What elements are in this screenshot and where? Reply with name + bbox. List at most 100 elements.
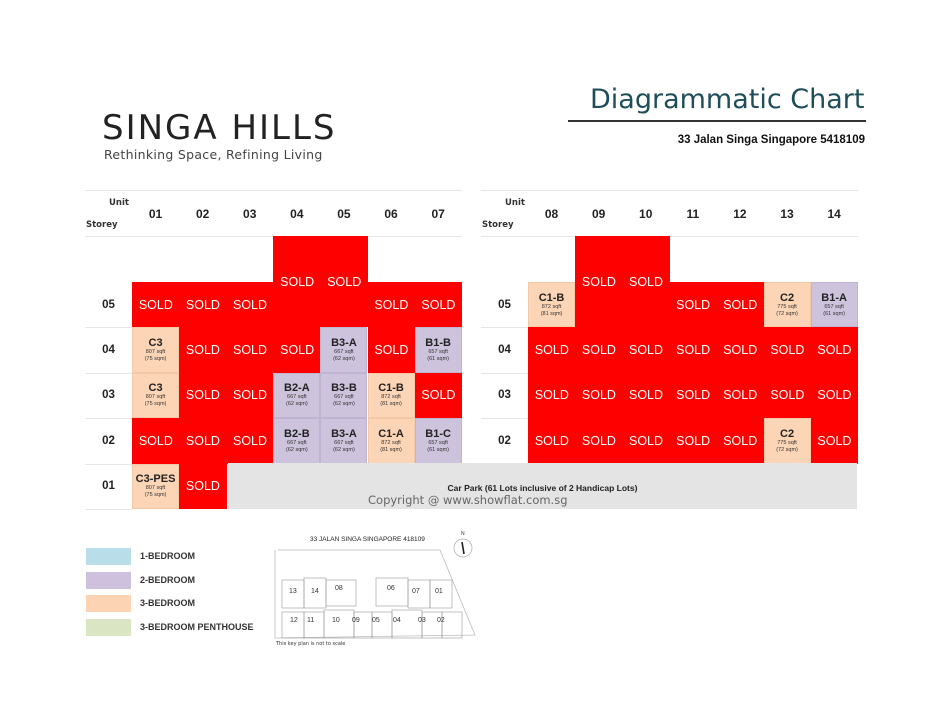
sold-label: SOLD [723,388,758,403]
unit-cell-03-02[interactable]: SOLD [179,372,227,419]
unit-cell-05-08[interactable]: C1-B 872 sqft (81 sqm) [528,282,576,328]
unit-cell-04-04[interactable]: SOLD [273,327,321,373]
unit-cell-05-03[interactable]: SOLD [226,282,274,328]
unit-cell-03-11[interactable]: SOLD [669,372,717,419]
unit-cell-05-04[interactable]: SOLD [273,236,321,328]
unit-cell-01-02[interactable]: SOLD [179,463,227,509]
unit-area-sqm: (72 sqm) [776,310,798,317]
sold-label: SOLD [770,343,805,358]
unit-cell-02-02[interactable]: SOLD [179,418,227,464]
unit-type-code: B3-A [331,427,357,440]
unit-cell-04-12[interactable]: SOLD [716,327,765,373]
unit-cell-04-11[interactable]: SOLD [669,327,717,373]
legend-label: 1-BEDROOM [140,551,196,561]
unit-cell-02-01[interactable]: SOLD [132,418,180,464]
key-plan-unit-01: 01 [435,588,443,595]
unit-area-sqft: 775 sqft [777,303,797,310]
unit-cell-02-03[interactable]: SOLD [226,418,274,464]
unit-cell-04-14[interactable]: SOLD [810,327,859,373]
unit-cell-04-02[interactable]: SOLD [179,327,227,373]
unit-cell-03-13[interactable]: SOLD [763,372,812,419]
unit-cell-02-12[interactable]: SOLD [716,418,765,464]
unit-type-code: B3-B [331,382,357,395]
unit-cell-05-13[interactable]: C2 775 sqft (72 sqm) [763,282,811,328]
unit-cell-04-03[interactable]: SOLD [226,327,274,373]
unit-cell-02-08[interactable]: SOLD [528,418,576,464]
unit-area-sqm: (62 sqm) [285,446,308,453]
unit-cell-05-12[interactable]: SOLD [716,282,765,328]
unit-cell-04-05[interactable]: B3-A 667 sqft (62 sqm) [320,327,368,373]
unit-column-header-02: 02 [195,207,210,221]
legend-swatch-3-bedroom-penthouse [86,618,131,636]
unit-cell-04-10[interactable]: SOLD [622,327,670,373]
storey-label-04: 04 [102,344,115,357]
unit-cell-02-05[interactable]: B3-A 667 sqft (62 sqm) [320,418,368,464]
unit-cell-02-07[interactable]: B1-C 657 sqft (61 sqm) [414,418,462,464]
sold-label: SOLD [581,433,616,448]
copyright-text: Copyright @ www.showflat.com.sg [368,493,568,507]
header-top-rule [85,190,462,191]
unit-area-sqm: (81 sqm) [380,401,402,408]
legend-label: 3-BEDROOM [140,598,196,608]
storey-label-05: 05 [498,298,511,311]
sold-label: SOLD [138,433,173,448]
unit-cell-02-09[interactable]: SOLD [575,418,623,464]
unit-column-header-07: 07 [431,207,445,221]
unit-cell-03-03[interactable]: SOLD [226,372,274,419]
sold-label: SOLD [374,297,409,312]
unit-cell-03-07[interactable]: SOLD [414,372,463,419]
unit-cell-05-07[interactable]: SOLD [414,282,463,328]
unit-cell-05-14[interactable]: B1-A 657 sqft (61 sqm) [810,282,858,328]
unit-cell-04-09[interactable]: SOLD [575,327,623,373]
unit-cell-04-01[interactable]: C3 807 sqft (75 sqm) [132,327,180,373]
unit-cell-04-06[interactable]: SOLD [367,327,416,373]
unit-area-sqft: 667 sqft [334,439,354,446]
sold-label: SOLD [676,343,711,358]
unit-cell-03-06[interactable]: C1-B 872 sqft (81 sqm) [367,372,415,419]
unit-cell-03-09[interactable]: SOLD [575,372,623,419]
unit-cell-05-01[interactable]: SOLD [132,282,180,328]
unit-area-sqm: (75 sqm) [144,356,167,363]
unit-cell-04-13[interactable]: SOLD [763,327,812,373]
unit-cell-02-06[interactable]: C1-A 872 sqft (81 sqm) [367,418,415,464]
sold-label: SOLD [185,297,220,312]
unit-column-header-12: 12 [733,207,747,221]
unit-cell-05-09[interactable]: SOLD [575,236,623,328]
unit-cell-03-08[interactable]: SOLD [528,372,576,419]
unit-cell-02-10[interactable]: SOLD [622,418,670,464]
unit-cell-05-02[interactable]: SOLD [179,282,227,328]
unit-cell-05-06[interactable]: SOLD [367,282,416,328]
sold-label: SOLD [817,388,852,403]
key-plan-unit-11: 11 [307,617,315,624]
unit-cell-05-05[interactable]: SOLD [320,236,369,328]
singa-hills-logo: SINGA HILLS [102,108,337,148]
unit-cell-01-01[interactable]: C3-PES 807 sqft (75 sqm) [132,463,180,509]
unit-cell-04-08[interactable]: SOLD [528,327,576,373]
unit-cell-03-12[interactable]: SOLD [716,372,765,419]
corner-storey-label: Storey [482,220,514,230]
unit-cell-04-07[interactable]: B1-B 657 sqft (61 sqm) [414,327,462,373]
unit-cell-03-14[interactable]: SOLD [810,372,859,419]
unit-cell-03-01[interactable]: C3 807 sqft (75 sqm) [132,372,180,419]
unit-cell-03-05[interactable]: B3-B 667 sqft (62 sqm) [320,372,368,419]
sold-label: SOLD [629,275,664,289]
unit-cell-03-04[interactable]: B2-A 667 sqft (62 sqm) [273,372,321,419]
unit-cell-03-10[interactable]: SOLD [622,372,670,419]
sold-label: SOLD [233,388,268,403]
unit-cell-02-04[interactable]: B2-B 667 sqft (62 sqm) [273,418,321,464]
row-divider [85,372,132,374]
unit-type-code: B3-A [331,337,357,350]
unit-cell-05-10[interactable]: SOLD [622,236,670,328]
sold-label: SOLD [676,433,711,448]
unit-area-sqft: 667 sqft [334,394,354,401]
unit-column-header-13: 13 [780,207,794,221]
unit-area-sqm: (61 sqm) [427,356,449,363]
unit-cell-02-11[interactable]: SOLD [669,418,717,464]
unit-cell-05-11[interactable]: SOLD [669,282,717,328]
unit-column-header-10: 10 [639,207,653,221]
unit-cell-02-14[interactable]: SOLD [810,418,859,464]
sold-label: SOLD [534,388,569,403]
compass-icon [453,538,473,558]
unit-cell-02-13[interactable]: C2 775 sqft (72 sqm) [763,418,811,464]
sold-label: SOLD [233,297,268,312]
